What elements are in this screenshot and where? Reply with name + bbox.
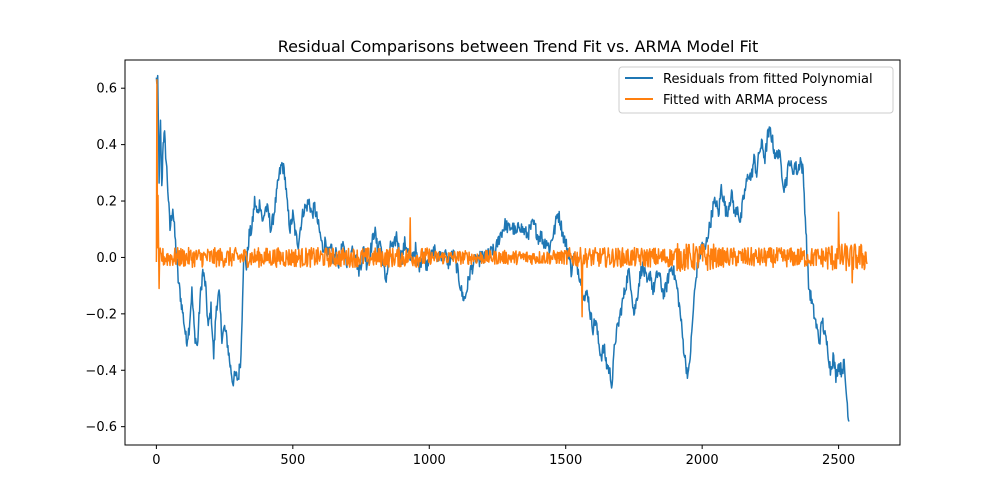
y-tick-label: 0.6 (96, 82, 117, 97)
x-tick-label: 1500 (549, 453, 582, 468)
y-axis: −0.6 −0.4 −0.2 0.0 0.2 0.4 0.6 (85, 82, 125, 435)
plot-area (124, 59, 901, 446)
y-tick-label: 0.0 (96, 251, 117, 266)
y-tick-label: 0.4 (96, 138, 117, 153)
series-arma-fitted-line (155, 78, 868, 318)
x-axis: 0 500 1000 1500 2000 2500 (152, 445, 855, 468)
y-tick-label: −0.2 (85, 307, 117, 322)
x-tick-label: 2000 (686, 453, 719, 468)
chart-title: Residual Comparisons between Trend Fit v… (278, 37, 759, 56)
axes-frame (124, 59, 901, 446)
x-tick-label: 1000 (413, 453, 446, 468)
series-polynomial-residuals-line (155, 74, 850, 422)
x-tick-label: 0 (152, 453, 160, 468)
y-tick-label: −0.6 (85, 420, 117, 435)
y-tick-label: −0.4 (85, 364, 117, 379)
legend: Residuals from fitted Polynomial Fitted … (618, 66, 894, 114)
legend-label-polynomial: Residuals from fitted Polynomial (663, 72, 873, 87)
legend-box (618, 66, 894, 114)
y-tick-label: 0.2 (96, 195, 117, 210)
x-tick-label: 2500 (822, 453, 855, 468)
legend-label-arma: Fitted with ARMA process (663, 93, 828, 108)
x-tick-label: 500 (280, 453, 305, 468)
